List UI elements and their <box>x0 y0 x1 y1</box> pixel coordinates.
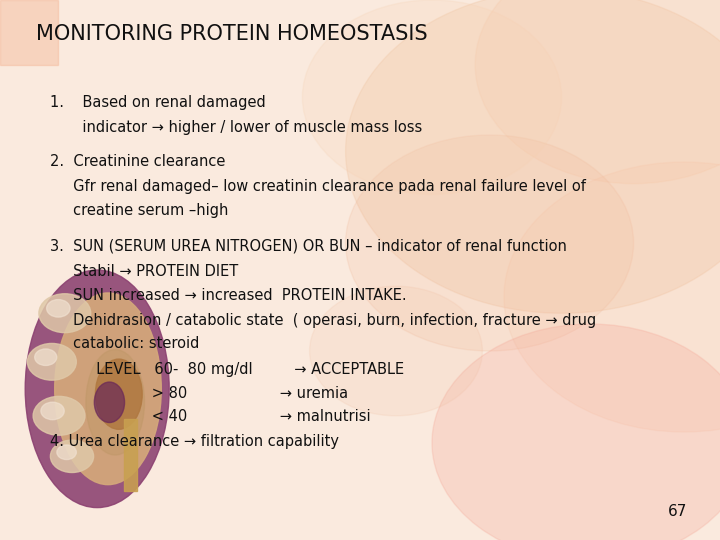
Circle shape <box>41 402 64 420</box>
Ellipse shape <box>95 359 143 429</box>
Ellipse shape <box>86 349 145 455</box>
Text: Stabil → PROTEIN DIET: Stabil → PROTEIN DIET <box>50 264 238 279</box>
Text: < 40                    → malnutrisi: < 40 → malnutrisi <box>50 409 371 424</box>
Circle shape <box>475 0 720 184</box>
Text: 67: 67 <box>668 504 688 519</box>
Circle shape <box>47 300 70 317</box>
Circle shape <box>35 349 57 366</box>
Circle shape <box>432 324 720 540</box>
Ellipse shape <box>25 270 169 508</box>
Circle shape <box>50 440 94 472</box>
Text: 2.  Creatinine clearance: 2. Creatinine clearance <box>50 154 226 169</box>
Bar <box>124 418 137 491</box>
Text: 3.  SUN (SERUM UREA NITROGEN) OR BUN – indicator of renal function: 3. SUN (SERUM UREA NITROGEN) OR BUN – in… <box>50 239 567 254</box>
Text: > 80                    → uremia: > 80 → uremia <box>50 386 348 401</box>
Bar <box>0 0 58 65</box>
Circle shape <box>33 396 85 435</box>
Text: 4. Urea clearance → filtration capability: 4. Urea clearance → filtration capabilit… <box>50 434 339 449</box>
Circle shape <box>310 286 482 416</box>
Text: catabolic: steroid: catabolic: steroid <box>50 336 199 352</box>
Text: 1.    Based on renal damaged: 1. Based on renal damaged <box>50 94 266 110</box>
Ellipse shape <box>94 382 125 422</box>
Circle shape <box>346 135 634 351</box>
Text: SUN increased → increased  PROTEIN INTAKE.: SUN increased → increased PROTEIN INTAKE… <box>50 288 407 303</box>
Text: indicator → higher / lower of muscle mass loss: indicator → higher / lower of muscle mas… <box>50 120 423 135</box>
Text: creatine serum –high: creatine serum –high <box>50 202 229 218</box>
Circle shape <box>27 343 76 380</box>
Text: Gfr renal damaged– low creatinin clearance pada renal failure level of: Gfr renal damaged– low creatinin clearan… <box>50 179 586 194</box>
Circle shape <box>302 0 562 194</box>
Circle shape <box>346 0 720 313</box>
Text: Dehidrasion / catabolic state  ( operasi, burn, infection, fracture → drug: Dehidrasion / catabolic state ( operasi,… <box>50 313 597 328</box>
Circle shape <box>504 162 720 432</box>
Circle shape <box>39 294 91 333</box>
Ellipse shape <box>55 293 161 485</box>
Text: LEVEL   60-  80 mg/dl         → ACCEPTABLE: LEVEL 60- 80 mg/dl → ACCEPTABLE <box>50 362 405 377</box>
Circle shape <box>57 445 76 460</box>
Text: MONITORING PROTEIN HOMEOSTASIS: MONITORING PROTEIN HOMEOSTASIS <box>36 24 428 44</box>
